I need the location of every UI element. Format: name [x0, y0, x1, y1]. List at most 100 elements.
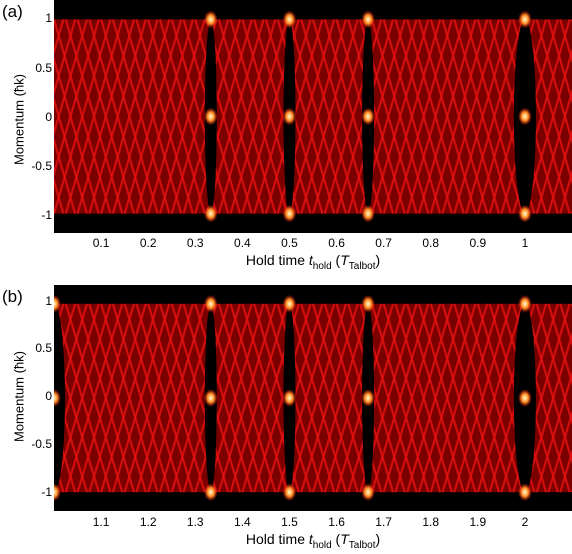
revival-peak	[203, 204, 218, 223]
revival-peak	[361, 204, 376, 223]
x-axis-label-var-sub: hold	[312, 539, 332, 551]
interference-line	[559, 449, 572, 493]
y-tick-label: -1	[41, 485, 52, 499]
x-tick-label: 0.8	[422, 236, 440, 250]
x-tick-label: 1.8	[422, 515, 440, 529]
x-axis-label-var: t	[308, 252, 313, 268]
interference-line	[147, 303, 206, 493]
x-tick-label: 0.9	[469, 236, 487, 250]
interference-line	[429, 19, 489, 214]
x-tick-label: 1.5	[281, 515, 298, 529]
interference-line	[382, 19, 442, 214]
interference-line	[205, 303, 265, 493]
interference-line	[76, 19, 136, 214]
revival-peak	[282, 204, 297, 223]
interference-line	[54, 136, 77, 214]
interference-line	[453, 19, 512, 214]
interference-line	[288, 303, 348, 493]
revival-peak	[517, 10, 532, 29]
interference-line	[441, 303, 501, 493]
interference-line	[370, 19, 430, 214]
interference-line	[147, 19, 206, 214]
revival-peak	[203, 389, 218, 407]
interference-line	[547, 19, 572, 105]
revival-peak	[203, 483, 218, 502]
x-tick-label: 0.6	[328, 236, 345, 250]
revival-peak	[517, 204, 532, 223]
y-tick-label: 1	[45, 11, 52, 25]
revival-peak	[282, 389, 297, 407]
interference-line	[300, 19, 359, 214]
interference-line	[311, 303, 371, 493]
revival-peak	[517, 389, 532, 407]
interference-line	[464, 303, 524, 493]
y-tick-label: -0.5	[31, 159, 52, 173]
interference-line	[429, 303, 489, 493]
x-tick-label: 1.6	[328, 515, 345, 529]
interference-line	[54, 19, 100, 178]
x-tick-label: 1.2	[139, 515, 157, 529]
x-tick-label: 1.7	[375, 515, 392, 529]
y-tick-label: 1	[45, 294, 52, 308]
revival-peak	[282, 10, 297, 29]
x-axis-label-var-sub: hold	[312, 260, 332, 272]
interference-line	[100, 303, 159, 493]
interference-line	[559, 169, 572, 214]
interference-line	[170, 303, 230, 493]
interference-line	[547, 409, 572, 493]
interference-line	[100, 19, 159, 214]
revival-peak	[517, 107, 532, 126]
x-axis-label-close: )	[375, 252, 381, 268]
interference-line	[54, 303, 77, 379]
interference-line	[54, 303, 112, 493]
y-tick-label: -0.5	[31, 437, 52, 451]
revival-peak	[203, 10, 218, 29]
interference-line	[54, 19, 77, 97]
interference-line	[394, 303, 453, 493]
interference-line	[111, 19, 171, 214]
interference-line	[217, 303, 277, 493]
interference-line	[417, 303, 477, 493]
x-axis-label-open: (	[331, 252, 341, 268]
interference-line	[64, 19, 124, 214]
x-axis-label-close: )	[375, 531, 381, 547]
interference-line	[135, 19, 194, 214]
interference-line	[253, 303, 312, 493]
interference-line	[123, 19, 183, 214]
x-tick-label: 0.5	[281, 236, 298, 250]
interference-line	[88, 303, 147, 493]
x-tick-label: 1	[521, 236, 529, 250]
panel-b: (b) Momentum (ħk) 1 0.5 0 -0.5 -1 1.1 1.2…	[0, 277, 572, 554]
interference-line	[54, 417, 77, 493]
revival-peak	[54, 483, 61, 502]
interference-line	[88, 19, 147, 214]
interference-line	[194, 303, 253, 493]
x-axis-label: Hold time thold (TTalbot)	[54, 531, 572, 551]
interference-line	[441, 19, 501, 214]
interference-line	[547, 303, 572, 387]
revival-peak	[361, 10, 376, 29]
y-tick-label: 0.5	[35, 61, 52, 75]
interference-line	[311, 19, 371, 214]
revival-peak	[361, 483, 376, 502]
x-axis-label-open: (	[331, 531, 341, 547]
interference-line	[123, 303, 183, 493]
interference-line	[229, 303, 289, 493]
x-tick-label: 0.2	[139, 236, 157, 250]
x-tick-label: 0.1	[92, 236, 110, 250]
heatmap-plot	[54, 285, 572, 511]
interference-line	[170, 19, 230, 214]
x-tick-label: 1.4	[234, 515, 251, 529]
interference-line	[559, 303, 572, 347]
interference-line	[229, 19, 289, 214]
x-axis-label-var: t	[308, 531, 313, 547]
x-tick-label: 1.9	[469, 515, 487, 529]
revival-peak	[54, 389, 61, 407]
revival-peak	[282, 483, 297, 502]
x-axis-label-unit-sub: Talbot	[348, 539, 376, 551]
y-tick-label: 0	[45, 110, 52, 124]
revival-peak	[54, 294, 61, 313]
interference-line	[535, 370, 572, 493]
panel-label: (a)	[2, 2, 23, 21]
y-tick-label: 0	[45, 389, 52, 403]
